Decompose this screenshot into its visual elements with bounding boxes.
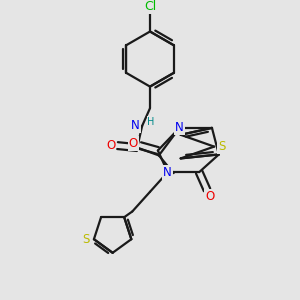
Text: N: N [131, 119, 140, 132]
Text: O: O [206, 190, 214, 203]
Text: S: S [82, 233, 90, 246]
Text: S: S [218, 140, 226, 153]
Text: N: N [175, 122, 184, 134]
Text: O: O [106, 139, 115, 152]
Text: H: H [147, 117, 155, 127]
Text: Cl: Cl [144, 0, 156, 14]
Text: O: O [129, 137, 138, 150]
Text: N: N [163, 166, 172, 178]
